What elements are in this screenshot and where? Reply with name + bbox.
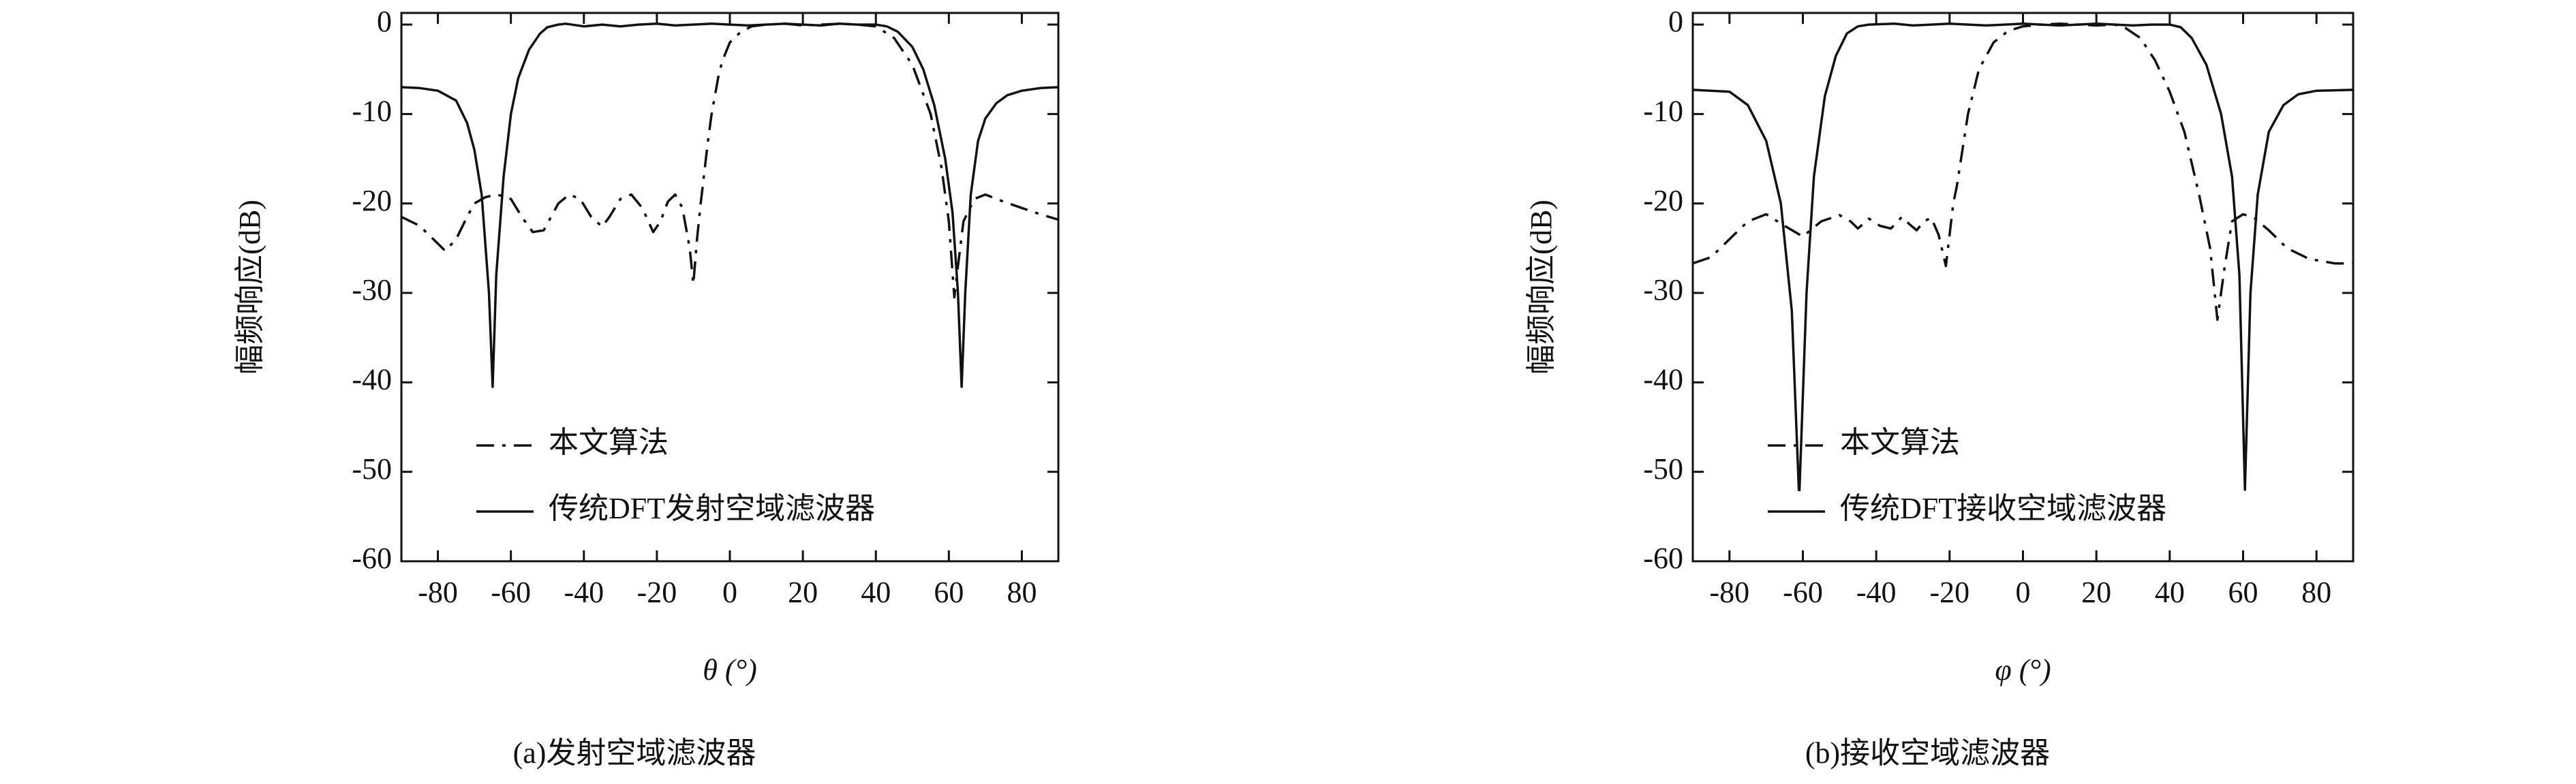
y-tick-label: -30	[1643, 273, 1683, 307]
legend-label: 传统DFT发射空域滤波器	[549, 492, 875, 525]
plot-frame	[1691, 12, 2355, 563]
legend-label: 本文算法	[549, 426, 669, 459]
x-tick-label: 0	[722, 576, 737, 609]
y-axis-label: 幅频响应(dB)	[233, 200, 266, 375]
x-tick-label: -20	[637, 576, 677, 609]
series-line	[1692, 22, 2353, 322]
x-tick-label: -20	[1930, 576, 1970, 609]
x-tick-label: 80	[1007, 576, 1037, 609]
caption: (a)发射空域滤波器	[513, 736, 756, 770]
plot-frame	[400, 12, 1060, 563]
y-tick-label: -50	[1643, 452, 1683, 486]
x-tick-label: -80	[1710, 576, 1750, 609]
y-tick-label: -40	[352, 362, 392, 396]
y-tick-label: 0	[377, 5, 392, 38]
y-tick-label: -10	[1643, 94, 1683, 127]
y-tick-label: -20	[1643, 184, 1683, 217]
legend-label: 传统DFT接收空域滤波器	[1840, 492, 2166, 525]
x-tick-label: 20	[2081, 576, 2111, 609]
caption: (b)接收空域滤波器	[1805, 736, 2050, 770]
x-axis-label: φ (°)	[1995, 653, 2051, 687]
legend-bg	[471, 491, 1016, 532]
x-tick-label: -80	[418, 576, 458, 609]
y-tick-label: -30	[352, 273, 392, 307]
x-tick-label: -40	[1856, 576, 1897, 609]
x-tick-label: 20	[788, 576, 818, 609]
legend-bg	[1762, 491, 2307, 532]
x-tick-label: -40	[564, 576, 604, 609]
y-tick-label: -10	[352, 94, 392, 127]
x-tick-label: -60	[491, 576, 531, 609]
y-axis-label: 幅频响应(dB)	[1524, 200, 1558, 375]
legend-label: 本文算法	[1840, 426, 1960, 459]
x-tick-label: -60	[1783, 576, 1823, 609]
y-tick-label: -20	[352, 184, 392, 217]
x-tick-label: 40	[861, 576, 891, 609]
y-tick-label: 0	[1668, 5, 1683, 38]
series-line	[401, 22, 1059, 299]
y-tick-label: -60	[352, 542, 392, 575]
series-line	[1692, 22, 2354, 500]
y-tick-label: -40	[1643, 362, 1683, 396]
x-tick-label: 60	[2228, 576, 2258, 609]
x-tick-label: 80	[2301, 576, 2331, 609]
x-tick-label: 0	[2016, 576, 2031, 609]
series-line	[401, 22, 1059, 388]
x-tick-label: 60	[934, 576, 964, 609]
x-axis-label: θ (°)	[703, 653, 757, 687]
y-tick-label: -50	[352, 452, 392, 486]
y-tick-label: -60	[1643, 542, 1683, 575]
x-tick-label: 40	[2155, 576, 2185, 609]
